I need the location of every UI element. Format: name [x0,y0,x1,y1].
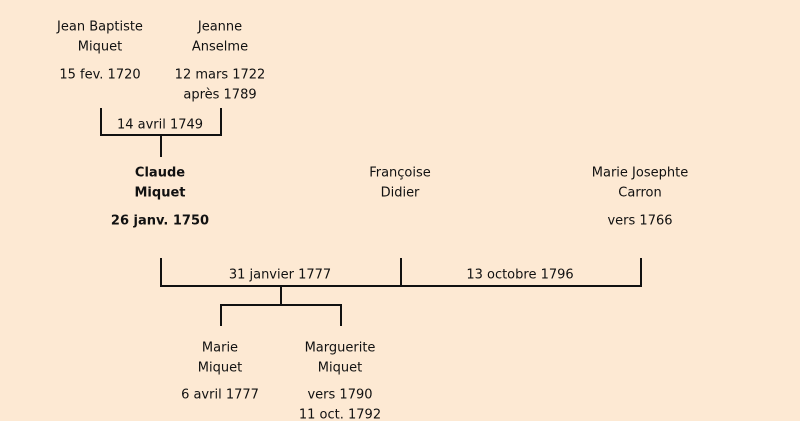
person-date: 12 mars 1722 [175,68,266,83]
marriage-date: 14 avril 1749 [117,118,203,133]
person-name: Anselme [192,40,248,55]
person-name: Didier [381,186,420,201]
person-date: 15 fev. 1720 [59,68,140,83]
person-name: Marie Josephte [592,166,688,181]
person-name: Françoise [369,166,431,181]
person-name: Jean Baptiste [56,20,143,35]
person-name: Carron [618,186,661,201]
person-date: 11 oct. 1792 [299,408,381,421]
connector-lines [100,108,642,326]
person-name: Miquet [318,361,362,376]
person-date: 6 avril 1777 [181,388,259,403]
person-name: Marie [202,341,238,356]
person-name: Miquet [135,186,186,201]
person-date: après 1789 [183,88,256,103]
marriage-date: 31 janvier 1777 [229,268,331,283]
person-date: vers 1790 [307,388,372,403]
person-name: Miquet [78,40,122,55]
person-name: Claude [135,166,185,181]
person-date: 26 janv. 1750 [111,214,209,229]
person-name: Marguerite [305,341,376,356]
person-date: vers 1766 [607,214,672,229]
person-name: Miquet [198,361,242,376]
marriage-date: 13 octobre 1796 [466,268,573,283]
person-name: Jeanne [197,20,242,35]
